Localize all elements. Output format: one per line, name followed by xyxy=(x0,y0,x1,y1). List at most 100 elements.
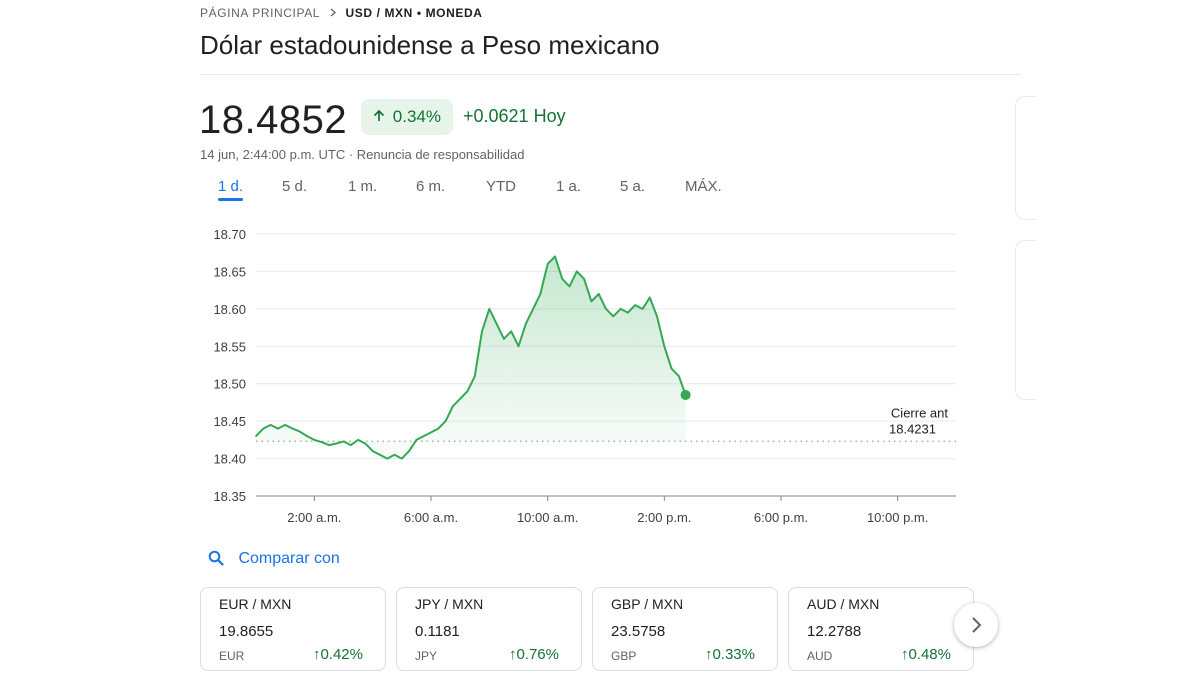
next-button[interactable] xyxy=(954,603,998,647)
related-change: ↑0.42% xyxy=(313,646,363,663)
tab-ytd[interactable]: YTD xyxy=(486,178,516,195)
data-point xyxy=(576,270,578,273)
data-point xyxy=(320,441,323,443)
data-point xyxy=(437,427,440,430)
data-point xyxy=(379,454,381,456)
change-absolute: +0.0621 Hoy xyxy=(463,106,566,126)
data-point xyxy=(262,427,265,430)
related-pair: AUD / MXN xyxy=(807,596,880,612)
x-tick-label: 6:00 a.m. xyxy=(404,510,458,525)
related-value: 19.8655 xyxy=(219,623,274,640)
data-point xyxy=(488,308,491,310)
chevron-right-small-icon xyxy=(329,6,341,20)
data-point xyxy=(568,285,571,288)
side-panel-edge xyxy=(1015,96,1036,220)
related-currency: GBP xyxy=(611,649,637,663)
data-point xyxy=(612,315,615,318)
arrow-up-icon: ↑ xyxy=(508,646,517,663)
previous-close-label: Cierre ant xyxy=(891,405,948,420)
data-point xyxy=(503,338,505,340)
data-point xyxy=(386,457,389,460)
x-tick-label: 2:00 p.m. xyxy=(637,510,691,525)
data-point xyxy=(532,308,534,310)
tab-1m[interactable]: 1 m. xyxy=(348,178,378,195)
data-point xyxy=(605,308,607,310)
data-point xyxy=(298,430,301,433)
related-card-aud-mxn[interactable]: AUD / MXN 12.2788 AUD ↑0.48% xyxy=(788,587,974,671)
breadcrumb-home[interactable]: PÁGINA PRINCIPAL xyxy=(200,6,320,20)
data-point xyxy=(627,311,629,314)
related-change-value: 0.33% xyxy=(712,646,755,663)
related-currency: EUR xyxy=(219,649,245,663)
tab-1y[interactable]: 1 a. xyxy=(556,178,582,195)
change-percent-badge: 0.34% xyxy=(361,99,453,135)
tab-5d[interactable]: 5 d. xyxy=(282,178,308,195)
data-point xyxy=(269,424,272,426)
data-point xyxy=(291,427,294,430)
data-point xyxy=(306,435,308,437)
breadcrumb: PÁGINA PRINCIPAL USD / MXN • MONEDA xyxy=(200,6,483,20)
data-point xyxy=(597,293,600,295)
data-point xyxy=(430,431,432,434)
side-panel-edge xyxy=(1015,240,1036,400)
data-point xyxy=(670,367,673,370)
data-point xyxy=(444,420,447,422)
data-point xyxy=(561,278,564,280)
data-point xyxy=(255,435,257,437)
tab-1d[interactable]: 1 d. xyxy=(218,178,244,201)
current-price: 18.4852 xyxy=(199,98,348,142)
related-change-value: 0.76% xyxy=(516,646,559,663)
data-point xyxy=(495,323,498,325)
quote-timestamp: 14 jun, 2:44:00 p.m. UTC · Renuncia de r… xyxy=(200,147,525,162)
data-point xyxy=(349,444,352,446)
y-tick-label: 18.70 xyxy=(213,227,246,242)
data-point xyxy=(554,255,556,258)
divider xyxy=(200,74,1020,75)
x-tick-label: 6:00 p.m. xyxy=(754,510,808,525)
data-point xyxy=(342,440,345,443)
y-tick-label: 18.45 xyxy=(213,414,246,429)
compare-button[interactable]: Comparar con xyxy=(208,550,340,568)
related-change-value: 0.48% xyxy=(908,646,951,663)
related-value: 0.1181 xyxy=(415,623,460,640)
related-change: ↑0.33% xyxy=(705,646,755,663)
data-point xyxy=(590,300,593,303)
change-percent-value: 0.34% xyxy=(392,107,441,126)
data-point xyxy=(393,454,396,456)
data-point xyxy=(656,315,658,318)
x-tick-label: 2:00 a.m. xyxy=(287,510,341,525)
related-pair: GBP / MXN xyxy=(611,596,684,612)
arrow-up-icon: ↑ xyxy=(704,646,713,663)
related-currency: AUD xyxy=(807,649,833,663)
current-price-marker xyxy=(680,389,691,400)
tab-max[interactable]: MÁX. xyxy=(685,178,722,195)
data-point xyxy=(328,444,330,446)
related-card-eur-mxn[interactable]: EUR / MXN 19.8655 EUR ↑0.42% xyxy=(200,587,386,671)
y-tick-label: 18.55 xyxy=(213,339,246,354)
series-area xyxy=(256,256,686,459)
related-change: ↑0.76% xyxy=(509,646,559,663)
price-chart[interactable]: 18.70 18.65 18.60 18.55 18.50 18.45 18.40 18.35… xyxy=(200,218,970,538)
related-card-jpy-mxn[interactable]: JPY / MXN 0.1181 JPY ↑0.76% xyxy=(396,587,582,671)
data-point xyxy=(641,308,644,310)
data-point xyxy=(422,435,425,437)
arrow-up-icon: ↑ xyxy=(312,646,321,663)
data-point xyxy=(415,439,418,441)
data-point xyxy=(313,439,316,441)
data-point xyxy=(634,304,636,306)
data-point xyxy=(473,375,476,378)
data-point xyxy=(510,330,513,333)
search-icon xyxy=(208,550,238,567)
y-tick-label: 18.40 xyxy=(213,452,246,467)
data-point xyxy=(539,293,542,295)
data-point xyxy=(546,263,549,265)
y-tick-label: 18.50 xyxy=(213,377,246,392)
related-value: 23.5758 xyxy=(611,623,666,640)
related-value: 12.2788 xyxy=(807,623,862,640)
data-point xyxy=(663,345,666,348)
data-point xyxy=(619,308,622,310)
related-card-gbp-mxn[interactable]: GBP / MXN 23.5758 GBP ↑0.33% xyxy=(592,587,778,671)
tab-6m[interactable]: 6 m. xyxy=(416,178,446,195)
tab-5y[interactable]: 5 a. xyxy=(620,178,646,195)
data-point xyxy=(648,296,651,299)
